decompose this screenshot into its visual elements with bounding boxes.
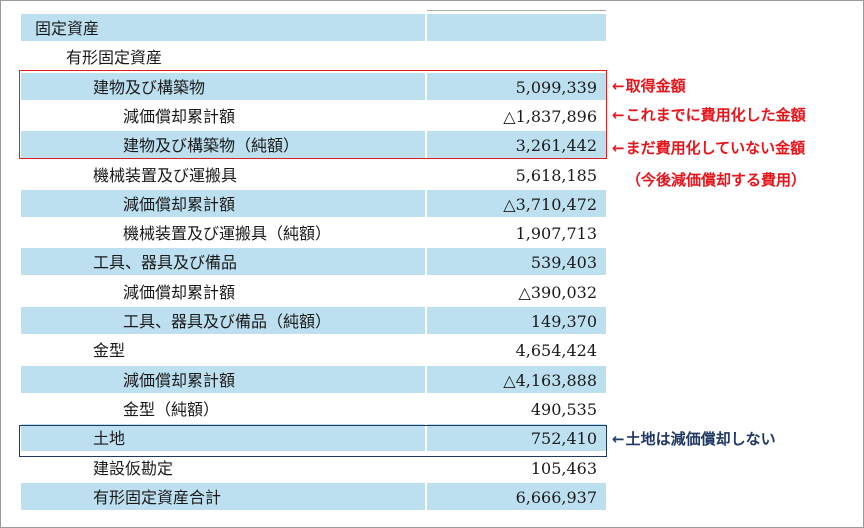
- left-arrow-icon: ←: [612, 139, 625, 157]
- table-row: 工具、器具及び備品 539,403: [21, 248, 606, 275]
- row-value: 490,535: [530, 400, 597, 419]
- left-arrow-icon: ←: [612, 77, 625, 95]
- row-value: 5,618,185: [515, 166, 597, 185]
- row-label: 建物及び構築物: [21, 73, 425, 100]
- row-label: 機械装置及び運搬具: [93, 166, 238, 185]
- row-value: [427, 43, 606, 70]
- annotation-not-expensed-text: まだ費用化していない金額: [625, 139, 806, 157]
- table-row: 建物及び構築物（純額） 3,261,442: [21, 131, 606, 158]
- row-label: 有形固定資産: [66, 48, 163, 67]
- table-row: 減価償却累計額 △390,032: [21, 278, 606, 305]
- row-label: 減価償却累計額: [21, 190, 425, 217]
- header-rule: [427, 10, 606, 11]
- annotation-expensed: ←これまでに費用化した金額: [612, 105, 806, 125]
- table-row: 減価償却累計額 △3,710,472: [21, 190, 606, 217]
- row-label: 減価償却累計額: [123, 283, 236, 302]
- row-label: 工具、器具及び備品: [21, 248, 425, 275]
- row-value: 149,370: [427, 307, 606, 334]
- annotation-land-text: 土地は減価償却しない: [625, 430, 776, 448]
- table-row: 減価償却累計額 △4,163,888: [21, 366, 606, 393]
- row-label: 減価償却累計額: [123, 107, 236, 126]
- left-arrow-icon: ←: [612, 430, 625, 448]
- row-value: △390,032: [518, 283, 597, 302]
- table-row: 金型 4,654,424: [21, 336, 606, 363]
- row-label: 工具、器具及び備品（純額）: [21, 307, 425, 334]
- row-label: 固定資産: [21, 14, 425, 41]
- row-value: 539,403: [427, 248, 606, 275]
- annotation-not-expensed: ←まだ費用化していない金額: [612, 138, 805, 158]
- row-value: 5,099,339: [427, 73, 606, 100]
- table-row: 機械装置及び運搬具（純額） 1,907,713: [21, 219, 606, 246]
- annotation-future-note: （今後減価償却する費用）: [626, 171, 807, 189]
- row-label: 金型: [93, 341, 126, 360]
- row-value: [427, 14, 606, 41]
- table-row: 土地 752,410: [21, 424, 606, 451]
- row-label: 機械装置及び運搬具（純額）: [123, 224, 332, 243]
- table-row: 建物及び構築物 5,099,339: [21, 73, 606, 100]
- row-label: 有形固定資産合計: [21, 483, 425, 510]
- row-value: 1,907,713: [515, 224, 597, 243]
- row-value: 105,463: [530, 459, 597, 478]
- row-label: 金型（純額）: [123, 400, 220, 419]
- row-value: △3,710,472: [427, 190, 606, 217]
- annotation-expensed-text: これまでに費用化した金額: [625, 106, 806, 124]
- row-label: 建設仮勘定: [93, 459, 174, 478]
- table-row: 有形固定資産合計 6,666,937: [21, 483, 606, 510]
- table-row: 工具、器具及び備品（純額） 149,370: [21, 307, 606, 334]
- table-row: 金型（純額） 490,535: [21, 395, 606, 422]
- table-row: 減価償却累計額 △1,837,896: [21, 102, 606, 129]
- row-value: 4,654,424: [515, 341, 597, 360]
- row-label: 減価償却累計額: [21, 366, 425, 393]
- row-value: 3,261,442: [427, 131, 606, 158]
- annotation-land: ←土地は減価償却しない: [612, 429, 776, 449]
- table-row: 機械装置及び運搬具 5,618,185: [21, 161, 606, 188]
- table-row: 有形固定資産: [21, 43, 606, 70]
- row-label: 土地: [21, 424, 425, 451]
- annotation-acquisition-text: 取得金額: [625, 77, 686, 95]
- table-row: 建設仮勘定 105,463: [21, 454, 606, 481]
- row-label: 建物及び構築物（純額）: [21, 131, 425, 158]
- row-value: 752,410: [427, 424, 606, 451]
- left-arrow-icon: ←: [612, 106, 625, 124]
- table-row: 固定資産: [21, 14, 606, 41]
- row-value: △1,837,896: [503, 107, 597, 126]
- row-value: △4,163,888: [427, 366, 606, 393]
- annotation-acquisition: ←取得金額: [612, 76, 686, 96]
- row-value: 6,666,937: [427, 483, 606, 510]
